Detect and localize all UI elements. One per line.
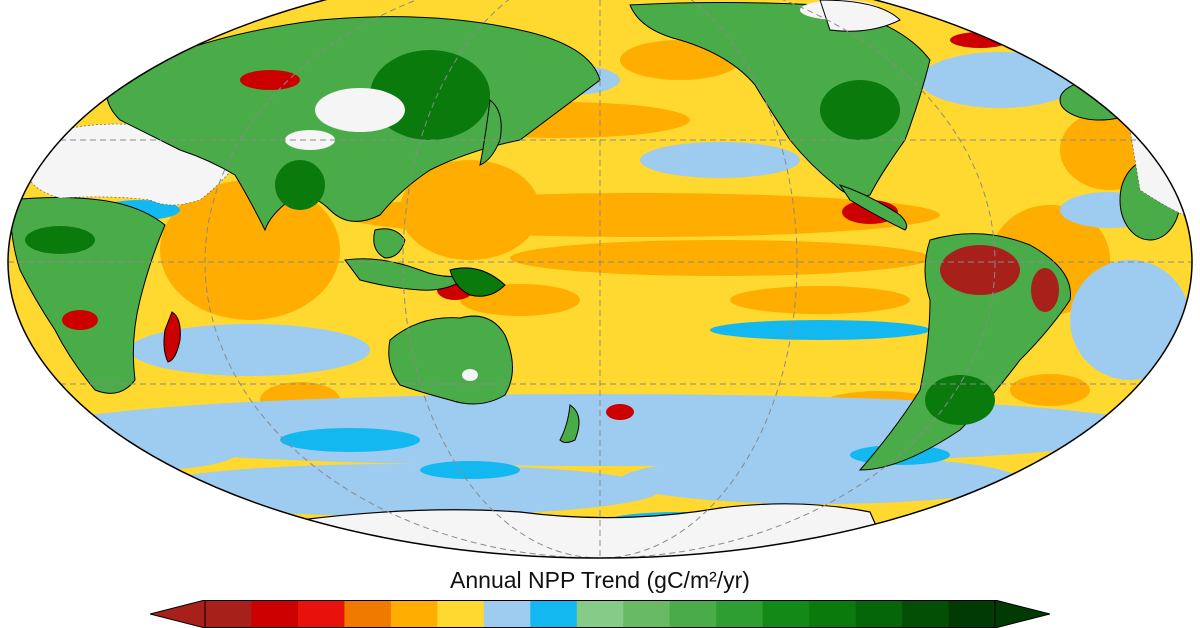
colorbar-swatch xyxy=(855,600,903,628)
japan xyxy=(479,99,502,166)
colorbar-swatch xyxy=(251,600,299,628)
madagascar xyxy=(163,311,181,363)
antarctica xyxy=(279,503,901,558)
colorbar-swatch xyxy=(390,600,438,628)
colorbar-swatch xyxy=(902,600,950,628)
colorbar-swatch xyxy=(576,600,624,628)
colorbar-swatch xyxy=(344,600,392,628)
legend-title: Annual NPP Trend (gC/m²/yr) xyxy=(450,567,750,593)
amazon-red xyxy=(940,245,1020,295)
south-america xyxy=(858,233,1071,471)
central-america xyxy=(838,184,908,231)
world-map xyxy=(7,0,1193,559)
colorbar-swatch xyxy=(716,600,764,628)
colorbar-swatch xyxy=(437,600,485,628)
colorbar-svg xyxy=(150,600,1050,628)
mollweide-map-svg xyxy=(7,0,1193,559)
colorbar-swatch xyxy=(483,600,531,628)
colorbar xyxy=(150,600,1050,628)
colorbar-swatch xyxy=(669,600,717,628)
tibet-white xyxy=(315,88,405,132)
new-guinea xyxy=(449,267,506,297)
colorbar-swatch xyxy=(297,600,345,628)
colorbar-swatch xyxy=(205,600,252,628)
colorbar-swatch xyxy=(948,600,996,628)
colorbar-extend-high xyxy=(994,600,1050,628)
canada-dark-green xyxy=(820,80,900,140)
colorbar-swatch xyxy=(623,600,671,628)
colorbar-swatch xyxy=(809,600,857,628)
colorbar-swatch xyxy=(530,600,578,628)
borneo xyxy=(373,228,406,259)
graticule xyxy=(8,0,1192,558)
new-zealand xyxy=(559,404,580,443)
colorbar-swatch xyxy=(762,600,810,628)
colorbar-extend-low xyxy=(150,600,206,628)
globe-outline xyxy=(7,0,1193,559)
